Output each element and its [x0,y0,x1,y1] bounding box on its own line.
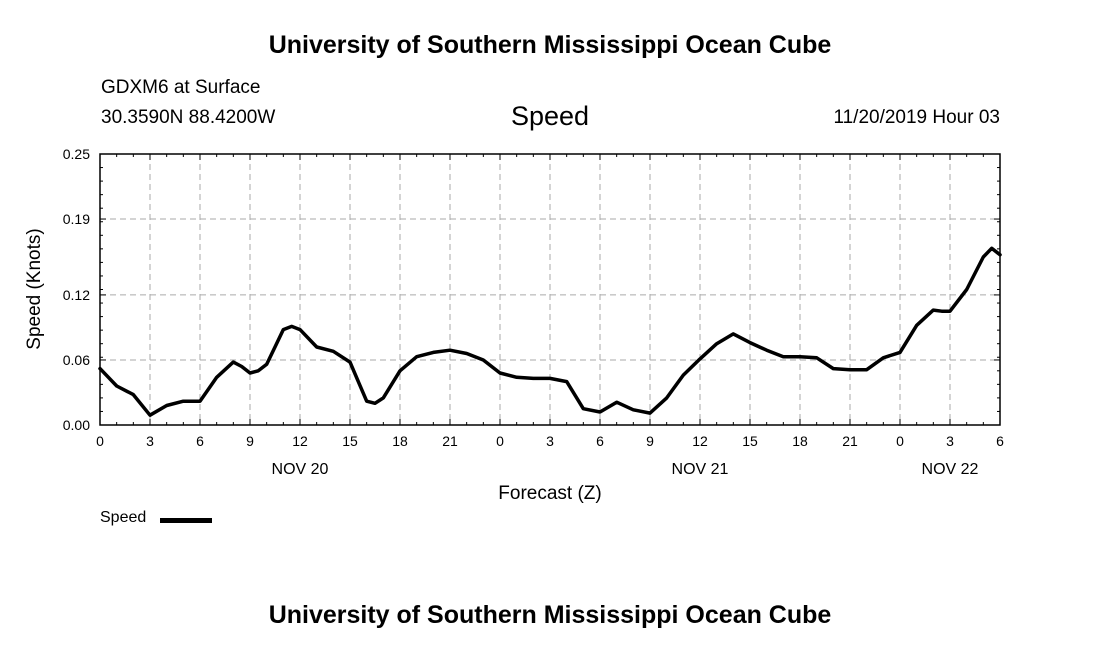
x-tick-label: 3 [546,433,554,449]
y-tick-label: 0.06 [63,352,90,368]
y-axis-label: Speed (Knots) [24,228,45,350]
variable-title: Speed [510,101,590,131]
x-tick-label: 9 [246,433,254,449]
legend-label: Speed [100,509,147,526]
x-axis-label: Forecast (Z) [498,483,602,504]
date-label: NOV 21 [672,461,729,478]
date-label: NOV 22 [922,461,979,478]
y-tick-label: 0.12 [63,287,90,303]
x-tick-label: 12 [292,433,308,449]
x-tick-label: 6 [996,433,1004,449]
x-tick-label: 18 [392,433,408,449]
x-tick-label: 0 [96,433,104,449]
datetime-label: 11/20/2019 Hour 03 [833,107,1000,128]
series-line-speed [98,246,1002,417]
x-tick-label: 0 [496,433,504,449]
page-title: University of Southern Mississippi Ocean… [268,31,832,59]
date-label: NOV 20 [272,461,329,478]
x-tick-label: 18 [792,433,808,449]
x-tick-label: 3 [946,433,954,449]
x-tick-label: 3 [146,433,154,449]
tick-labels: 0 3 6 9 12 15 18 21 0 3 6 9 12 15 18 21 0 3 6 0.00 0.06 0.12 0… [63,146,1004,478]
y-tick-label: 0.19 [63,211,90,227]
series-layer [98,246,1002,417]
x-tick-label: 15 [342,433,358,449]
x-tick-label: 15 [742,433,758,449]
footer-title: University of Southern Mississippi Ocean… [268,601,832,629]
x-tick-label: 21 [842,433,858,449]
y-tick-label: 0.00 [63,417,90,433]
x-tick-label: 0 [896,433,904,449]
x-tick-label: 21 [442,433,458,449]
station-label: GDXM6 at Surface [101,77,261,98]
x-tick-label: 12 [692,433,708,449]
legend-swatch [160,518,212,523]
x-tick-label: 6 [196,433,204,449]
x-tick-label: 9 [646,433,654,449]
plot-frame [99,153,1001,426]
coordinates-label: 30.3590N 88.4200W [101,107,276,128]
x-tick-label: 6 [596,433,604,449]
grid-lines [100,154,1000,425]
y-tick-label: 0.25 [63,146,90,162]
